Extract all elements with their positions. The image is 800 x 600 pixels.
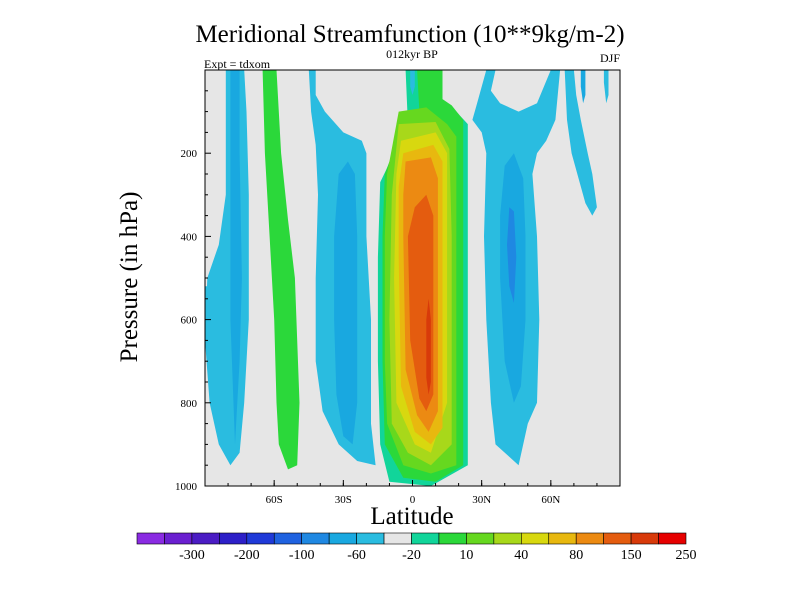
x-tick-label-4: 60N [541,494,560,506]
contour-layer [205,70,609,486]
contour-region-20 [410,70,415,95]
colorbar-swatch-9 [383,532,412,545]
colorbar-swatch-19 [658,532,687,545]
y-tick-label-1: 400 [181,231,198,243]
colorbar-swatch-1 [164,532,193,545]
colorbar-swatch-7 [328,532,357,545]
colorbar-swatch-11 [438,532,467,545]
colorbar-swatch-6 [301,532,330,545]
season-label: DJF [600,51,620,65]
colorbar-label-7: 80 [569,548,583,563]
contour-region-4 [334,161,358,445]
colorbar-swatch-10 [411,532,440,545]
colorbar-swatch-8 [356,532,385,545]
y-tick-label-3: 800 [181,398,198,410]
contour-region-1 [230,70,242,445]
colorbar-swatch-13 [493,532,522,545]
colorbar-swatch-0 [136,532,165,545]
contour-region-21 [205,286,210,345]
contour-region-13 [426,298,431,395]
contour-region-19 [603,70,609,104]
x-tick-label-2: 0 [410,494,416,506]
colorbar-label-9: 250 [676,548,697,563]
colorbar-label-4: -20 [402,548,421,563]
y-tick-label-4: 1000 [175,481,198,493]
colorbar-swatch-18 [630,532,659,545]
colorbar-swatch-16 [575,532,604,545]
colorbar-swatch-17 [603,532,632,545]
experiment-label: Expt = tdxom [204,57,271,71]
contour-region-17 [564,70,597,216]
x-axis-label: Latitude [370,503,453,530]
colorbar-label-8: 150 [621,548,642,563]
chart-subtitle: 012kyr BP [386,47,438,61]
x-axis-ticks: 60S 30S 0 30N 60N [227,480,598,506]
colorbar-label-3: -60 [347,548,366,563]
colorbar-swatch-12 [466,532,495,545]
colorbar-swatch-4 [246,532,275,545]
colorbar-swatch-14 [520,532,550,545]
contour-region-16 [507,207,517,303]
colorbar-label-6: 40 [514,548,528,563]
colorbar-swatch-3 [219,532,248,545]
chart-title: Meridional Streamfunction (10**9kg/m-2) [195,21,624,48]
y-tick-label-0: 200 [181,148,198,160]
y-axis-label: Pressure (in hPa) [116,192,143,363]
colorbar-swatch-15 [548,532,577,545]
colorbar: -300 -200 -100 -60 -20 10 40 80 150 250 [136,532,697,563]
x-tick-label-1: 30S [335,494,352,506]
x-tick-label-3: 30N [472,494,491,506]
colorbar-label-2: -100 [289,548,315,563]
y-axis-ticks: 200 400 600 800 1000 [175,90,211,493]
colorbar-swatch-2 [191,532,220,545]
colorbar-label-5: 10 [459,548,473,563]
colorbar-label-0: -300 [179,548,205,563]
y-tick-label-2: 600 [181,315,198,327]
contour-region-2 [262,70,300,470]
colorbar-label-1: -200 [234,548,260,563]
x-tick-label-0: 60S [266,494,283,506]
colorbar-swatch-5 [273,532,303,545]
contour-region-18 [580,70,586,104]
